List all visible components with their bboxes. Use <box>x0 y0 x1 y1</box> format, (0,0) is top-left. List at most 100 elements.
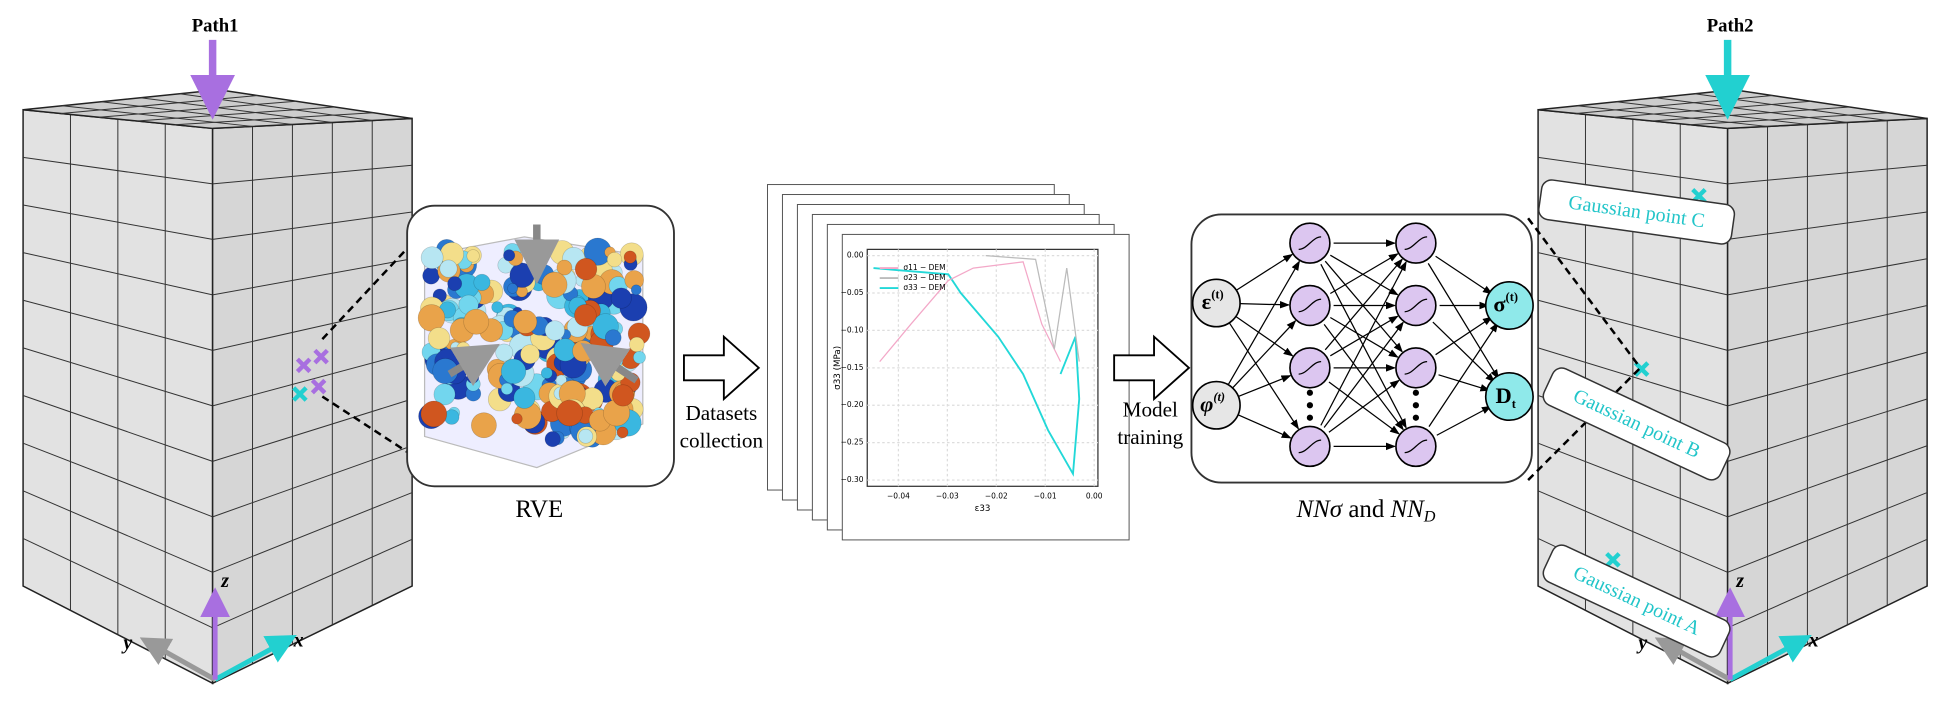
edge <box>1330 316 1399 358</box>
y-tick-label: −0.20 <box>841 400 864 409</box>
particle <box>522 243 535 256</box>
curve <box>985 254 1080 362</box>
gauss-marker <box>310 378 327 395</box>
mesh-line <box>62 105 253 127</box>
mesh-line <box>174 112 374 126</box>
mesh-line <box>212 164 413 185</box>
load-arrow <box>447 343 500 387</box>
y-tick-label: −0.25 <box>841 438 864 447</box>
ellipsis-dot <box>1306 414 1314 421</box>
edge <box>1238 375 1292 398</box>
curve <box>873 267 1081 477</box>
particle <box>456 341 471 356</box>
node-label: σ(t) <box>1493 290 1518 317</box>
step-label: collection <box>680 429 764 453</box>
activation <box>1298 360 1322 375</box>
x-tick-label: −0.03 <box>936 491 959 500</box>
dashed-link <box>1527 217 1642 369</box>
particle <box>447 276 463 291</box>
particle <box>420 400 448 428</box>
block-arrow <box>683 334 761 402</box>
particle <box>513 386 536 409</box>
particle <box>427 327 451 350</box>
mesh-line <box>1727 164 1928 185</box>
y-tick-label: −0.10 <box>841 325 864 334</box>
mesh: x y z <box>1537 39 1928 685</box>
x-tick-label: −0.01 <box>1034 491 1057 500</box>
particle <box>604 329 622 346</box>
particle <box>417 304 446 332</box>
mesh-line <box>1537 442 1728 518</box>
legend-label: σ11 − DEM <box>903 263 945 272</box>
gauss-marker <box>1605 552 1621 568</box>
mesh-line <box>1727 398 1928 462</box>
edge <box>1330 253 1399 295</box>
particle <box>623 250 637 264</box>
ellipsis-dot <box>1412 389 1420 396</box>
edge <box>1323 321 1404 428</box>
particle <box>439 259 458 278</box>
node-index: t <box>1512 397 1517 411</box>
particle <box>422 266 440 285</box>
rve-label: RVE <box>515 496 563 523</box>
edge <box>1328 379 1400 433</box>
edge <box>1324 258 1403 351</box>
io-node <box>1484 372 1534 422</box>
mesh-line <box>1727 492 1928 573</box>
mesh-line <box>1727 351 1928 407</box>
particle <box>601 366 614 380</box>
edge <box>1227 260 1300 386</box>
node-index: (t) <box>1211 287 1223 301</box>
particle <box>466 249 480 263</box>
ellipsis-dot <box>1306 402 1314 409</box>
y-tick-label: 0.00 <box>847 251 864 260</box>
edge <box>1324 260 1403 353</box>
mesh-line <box>212 305 413 351</box>
activation <box>1404 360 1428 375</box>
mesh-line <box>212 398 413 462</box>
activation <box>1298 439 1322 454</box>
mesh-line <box>212 538 413 629</box>
particle <box>495 343 514 362</box>
particle <box>574 257 598 281</box>
edge <box>1320 260 1407 426</box>
curve <box>879 261 1062 363</box>
label-box <box>1538 179 1736 245</box>
gauss-marker <box>295 357 312 374</box>
mesh-line <box>1727 538 1928 629</box>
edge <box>1237 414 1292 439</box>
axis-label: y <box>121 632 132 654</box>
particle <box>611 384 634 407</box>
mesh: x y z <box>22 39 413 685</box>
dashed-link <box>1527 366 1642 481</box>
gauss-marker <box>313 348 329 365</box>
y-tick-label: −0.15 <box>841 363 864 372</box>
io-node <box>1191 380 1241 430</box>
node-symbol: ε <box>1202 289 1212 314</box>
node-index: (t) <box>1506 290 1518 304</box>
particle <box>511 413 523 425</box>
x-label: ε33 <box>975 504 991 514</box>
mesh-line <box>1537 490 1728 573</box>
particle <box>470 412 497 439</box>
cube-face <box>1726 117 1928 685</box>
edge <box>1328 381 1400 435</box>
particle <box>500 358 527 384</box>
network: ε(t)φ(t)σ(t)Dt <box>1190 213 1534 484</box>
mesh-line <box>1537 299 1728 351</box>
ellipsis-dot <box>1412 402 1420 409</box>
particle <box>500 382 513 395</box>
datasets: 0.00 −0.05 −0.10 −0.15 −0.20 −0.25 −0.30 −0.04 −… <box>766 184 1130 541</box>
edge <box>1428 322 1499 428</box>
particle <box>540 367 553 379</box>
y-label: σ33 (MPa) <box>833 346 843 390</box>
node-symbol: D <box>1495 383 1511 408</box>
particle <box>420 246 444 269</box>
edge <box>1236 253 1294 291</box>
particle <box>556 399 583 427</box>
mesh-line <box>1538 156 1728 185</box>
node-label: Dt <box>1495 383 1516 411</box>
axis-arrow <box>139 637 217 682</box>
mesh-line <box>1651 106 1850 122</box>
